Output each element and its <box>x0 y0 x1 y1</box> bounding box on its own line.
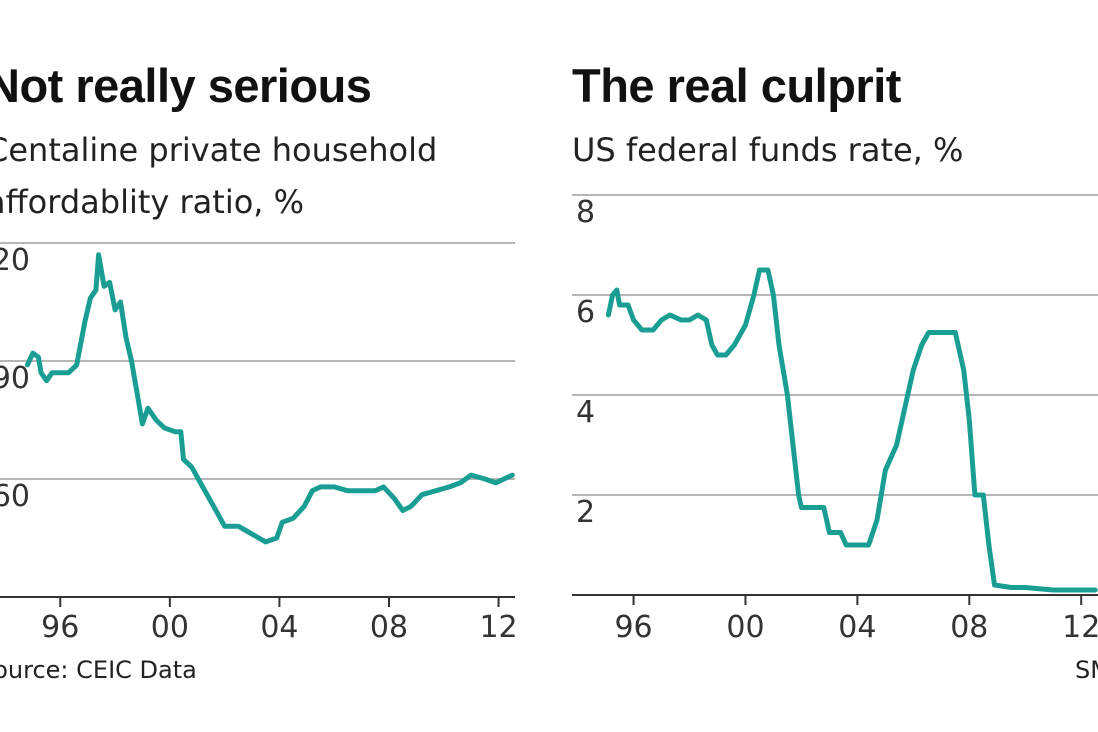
x-tick-label: 04 <box>838 610 876 645</box>
affordability-chart: 60 90 120 96 00 04 08 12 <box>0 242 518 645</box>
chart-subtitle: Centaline private household affordablity… <box>0 131 438 221</box>
source-note: Source: CEIC Data <box>0 656 197 684</box>
y-tick-label: 6 <box>576 295 595 330</box>
series-line <box>24 252 515 545</box>
series-line <box>605 267 1098 593</box>
y-tick-label: 8 <box>576 195 595 230</box>
x-tick-label: 00 <box>151 610 189 645</box>
chart-title: Not really serious <box>0 59 372 112</box>
y-tick-label: 2 <box>576 495 595 530</box>
y-tick-label: 60 <box>0 479 30 514</box>
source-note: SMP <box>1075 656 1098 684</box>
x-tick-label: 08 <box>950 610 988 645</box>
chart-title: The real culprit <box>572 59 901 112</box>
chart-subtitle: US federal funds rate, % <box>572 131 964 169</box>
y-tick-label: 90 <box>0 361 30 396</box>
x-tick-label: 12 <box>1062 610 1098 645</box>
x-tick-label: 12 <box>479 610 517 645</box>
x-tick-label: 96 <box>41 610 79 645</box>
y-tick-label: 120 <box>0 243 30 278</box>
x-tick-label: 96 <box>614 610 652 645</box>
fed-funds-chart: 2 4 6 8 96 00 04 08 12 <box>572 194 1098 645</box>
x-tick-label: 04 <box>260 610 298 645</box>
chart-panel-fed-funds: 2 4 6 8 96 00 04 08 12 The real culprit US feder… <box>540 0 1098 732</box>
x-tick-label: 08 <box>370 610 408 645</box>
chart-panel-affordability: 60 90 120 96 00 04 08 12 Not really serious Cen… <box>0 0 540 732</box>
x-tick-label: 00 <box>726 610 764 645</box>
y-tick-label: 4 <box>576 395 595 430</box>
